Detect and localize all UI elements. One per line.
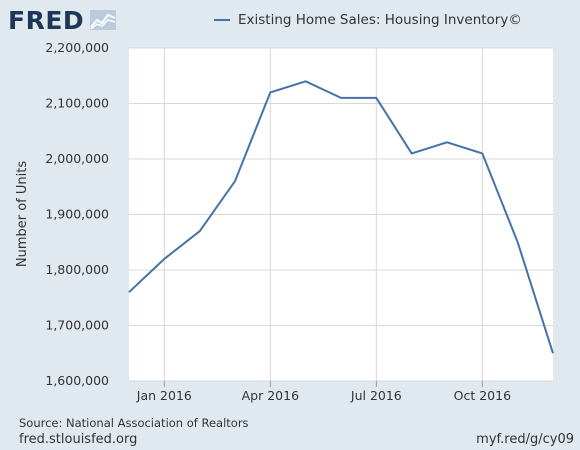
x-axis-ticks: Jan 2016 Apr 2016 Jul 2016 Oct 2016 [136,381,511,403]
data-point[interactable] [162,257,166,261]
fred-logo-chart-icon [90,10,116,30]
y-tick-label: 2,200,000 [45,40,109,55]
data-point[interactable] [516,240,520,244]
data-point[interactable] [127,290,131,294]
source-note: Source: National Association of Realtors [19,416,249,430]
series-line [128,80,554,354]
y-tick-label: 1,700,000 [45,318,109,333]
data-point[interactable] [339,96,343,100]
y-tick-label: 1,900,000 [45,207,109,222]
data-point[interactable] [198,229,202,233]
x-tick-label: Jan 2016 [136,388,192,403]
legend-swatch [214,19,230,21]
x-tick-label: Jul 2016 [350,388,402,403]
short-url-link[interactable]: myf.red/g/cy09 [476,432,574,447]
y-axis-ticks: 1,600,000 1,700,000 1,800,000 1,900,000 2,00… [45,40,109,388]
y-tick-label: 2,000,000 [45,151,109,166]
data-point[interactable] [551,351,555,355]
fred-logo[interactable]: FRED [8,6,85,35]
data-point[interactable] [410,151,414,155]
data-point[interactable] [304,79,308,83]
y-tick-label: 2,100,000 [45,96,109,111]
legend-series-name: Existing Home Sales: Housing Inventory© [238,12,522,28]
data-point[interactable] [233,179,237,183]
site-link[interactable]: fred.stlouisfed.org [19,432,138,447]
x-tick-label: Oct 2016 [454,388,511,403]
data-point[interactable] [445,140,449,144]
y-axis-label: Number of Units [15,161,30,267]
data-point[interactable] [480,151,484,155]
y-tick-label: 1,600,000 [45,373,109,388]
x-tick-label: Apr 2016 [242,388,299,403]
y-tick-label: 1,800,000 [45,262,109,277]
data-point[interactable] [268,90,272,94]
data-point[interactable] [374,96,378,100]
chart-legend: Existing Home Sales: Housing Inventory© [214,12,522,28]
